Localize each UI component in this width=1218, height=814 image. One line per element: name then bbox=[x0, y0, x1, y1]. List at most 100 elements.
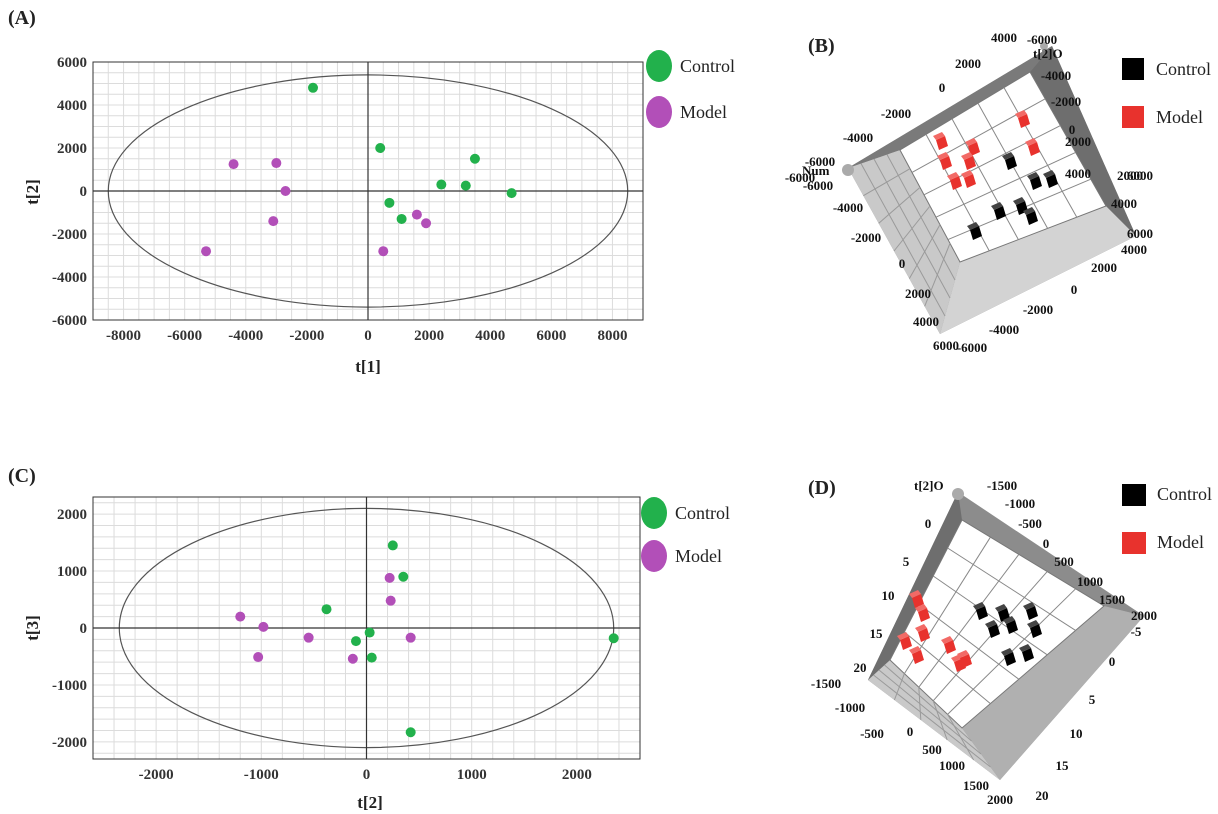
legend-a-control-label: Control bbox=[680, 56, 735, 76]
tick-label: 0 bbox=[1109, 654, 1116, 669]
panel-b-tick-labels: 4000 -6000 2000 -4000 0 -2000 -2000 0 -4000 2000 -… bbox=[785, 30, 1153, 355]
floor-grid-line bbox=[878, 186, 921, 224]
legend-a-control-marker bbox=[646, 50, 672, 82]
tick-label: 2000 bbox=[955, 56, 981, 71]
legend-b-control-label: Control bbox=[1156, 59, 1211, 79]
panel-b-axis-title-top: t[2]O bbox=[1033, 46, 1063, 61]
panel-a-label: (A) bbox=[8, 7, 36, 29]
tick-label: 500 bbox=[922, 742, 942, 757]
scatter-point-model bbox=[258, 621, 269, 632]
tick-label: 10 bbox=[1070, 726, 1083, 741]
floor-grid-line bbox=[935, 151, 1076, 218]
scatter-point-control bbox=[366, 652, 377, 663]
legend-c-model-label: Model bbox=[675, 546, 722, 566]
x-tick-label: 1000 bbox=[457, 767, 487, 783]
tick-label: 0 bbox=[899, 256, 906, 271]
control-cube-marker bbox=[1006, 620, 1018, 634]
control-cube-marker-top bbox=[1027, 620, 1039, 628]
scatter-point-model bbox=[347, 653, 358, 664]
tick-label: -2000 bbox=[881, 106, 911, 121]
tick-label: 2000 bbox=[1131, 608, 1157, 623]
y-tick-label: 0 bbox=[80, 621, 88, 637]
control-cube-marker-top bbox=[1027, 172, 1039, 180]
panel-d-label: (D) bbox=[808, 477, 836, 499]
y-tick-label: 2000 bbox=[57, 507, 87, 523]
model-cube-marker-top bbox=[915, 604, 927, 612]
legend-d-model-label: Model bbox=[1157, 532, 1204, 552]
tick-label: 2000 bbox=[1091, 260, 1117, 275]
x-tick-label: 2000 bbox=[414, 328, 444, 344]
floor-grid-line bbox=[951, 118, 1019, 240]
panel-a-xlabel: t[1] bbox=[355, 357, 380, 376]
y-tick-label: 0 bbox=[80, 184, 88, 200]
legend-c-control-marker bbox=[641, 497, 667, 529]
panel-b-right-wall bbox=[1030, 46, 1136, 236]
control-cube-marker-top bbox=[1023, 602, 1035, 610]
tick-label: -1500 bbox=[811, 676, 841, 691]
panel-b-label: (B) bbox=[808, 35, 835, 57]
model-cube-marker-top bbox=[961, 152, 973, 160]
model-cube-marker bbox=[944, 640, 956, 654]
control-cube-marker-top bbox=[995, 604, 1007, 612]
floor-grid-line bbox=[918, 554, 1020, 688]
floor-grid-line bbox=[893, 205, 931, 252]
panel-c-ylabel: t[3] bbox=[23, 615, 42, 640]
tick-label: -4000 bbox=[843, 130, 873, 145]
control-cube-marker bbox=[1030, 176, 1042, 190]
control-cube-marker bbox=[1026, 211, 1038, 225]
tick-label: 4000 bbox=[1065, 166, 1091, 181]
scatter-point-control bbox=[308, 82, 318, 93]
tick-label: 20 bbox=[1036, 788, 1049, 803]
panel-b-markers bbox=[933, 110, 1058, 240]
tick-label: 4000 bbox=[1111, 196, 1137, 211]
scatter-point-control bbox=[375, 143, 386, 153]
panel-a-legend: Control Model bbox=[646, 50, 735, 128]
legend-b-model-label: Model bbox=[1156, 107, 1203, 127]
model-cube-marker-top bbox=[909, 590, 921, 598]
floor-grid-line bbox=[918, 603, 1020, 680]
model-cube-marker bbox=[964, 156, 976, 170]
scatter-point-control bbox=[506, 188, 517, 199]
control-cube-marker-top bbox=[1013, 197, 1025, 205]
tick-label: -4000 bbox=[989, 322, 1019, 337]
tick-label: 500 bbox=[1054, 554, 1074, 569]
x-tick-label: -6000 bbox=[167, 328, 202, 344]
tick-label: 6000 bbox=[1127, 226, 1153, 241]
panel-a-zero-axes bbox=[93, 62, 643, 320]
control-cube-marker bbox=[988, 624, 1000, 638]
floor-grid-line bbox=[932, 700, 948, 741]
model-cube-marker bbox=[936, 136, 948, 150]
x-tick-label: -2000 bbox=[139, 767, 174, 783]
legend-b-control-marker bbox=[1122, 58, 1144, 80]
floor-grid-line bbox=[932, 571, 1048, 702]
model-cube-marker bbox=[918, 628, 930, 642]
tick-label: -4000 bbox=[833, 200, 863, 215]
model-cube-marker-top bbox=[1025, 138, 1037, 146]
tick-label: 1500 bbox=[963, 778, 989, 793]
x-tick-label: 6000 bbox=[536, 328, 566, 344]
panel-b-origin-knob bbox=[842, 164, 854, 176]
panel-c-points bbox=[235, 540, 619, 738]
panel-b-top-knob bbox=[1040, 42, 1048, 50]
panel-d-wall-grid bbox=[873, 664, 991, 768]
scatter-point-control bbox=[384, 197, 395, 208]
tick-label: 10 bbox=[882, 588, 895, 603]
model-cube-marker-top bbox=[965, 138, 977, 146]
model-cube-marker bbox=[960, 654, 972, 668]
scatter-point-control bbox=[350, 636, 361, 647]
floor-grid-line bbox=[923, 125, 1061, 196]
floor-grid-line bbox=[878, 669, 982, 755]
tick-label: 0 bbox=[1043, 536, 1050, 551]
floor-grid-line bbox=[863, 168, 911, 197]
y-tick-label: 4000 bbox=[57, 98, 87, 114]
control-cube-marker bbox=[976, 606, 988, 620]
panel-b-axis-title-left: Num bbox=[802, 163, 830, 178]
scatter-point-control bbox=[460, 180, 471, 191]
tick-label: 0 bbox=[925, 516, 932, 531]
panel-b-3d-plot: 4000 -6000 2000 -4000 0 -2000 -2000 0 -4000 2000 -… bbox=[785, 30, 1211, 355]
panel-c-legend: Control Model bbox=[641, 497, 730, 572]
scatter-point-model bbox=[280, 186, 291, 196]
legend-a-model-marker bbox=[646, 96, 672, 128]
floor-grid-line bbox=[947, 714, 975, 761]
